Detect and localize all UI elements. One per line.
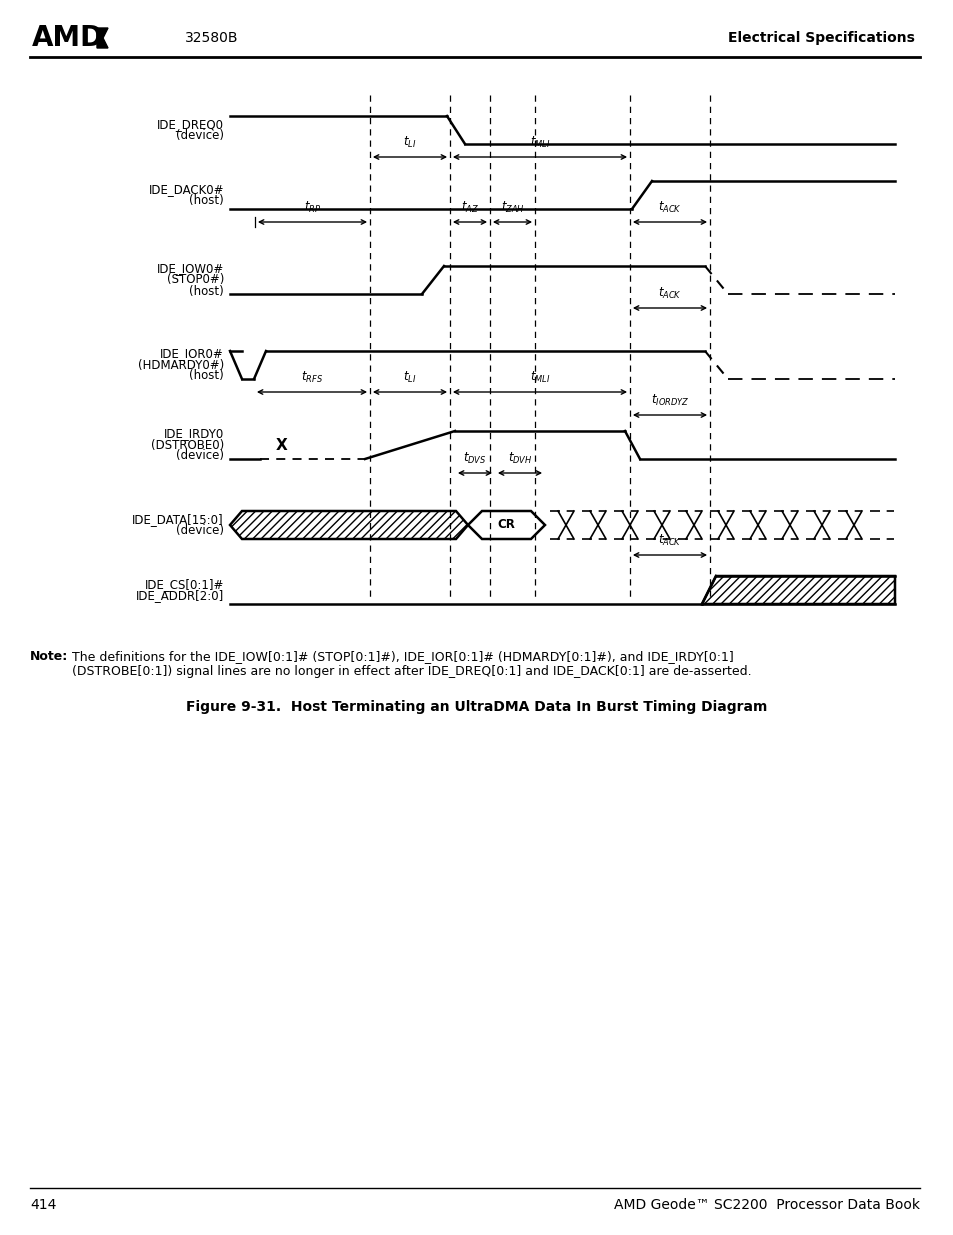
- Text: (device): (device): [175, 128, 224, 142]
- Text: $t_{MLI}$: $t_{MLI}$: [529, 135, 550, 149]
- Text: $t_{ZAH}$: $t_{ZAH}$: [500, 200, 524, 215]
- Text: Note:: Note:: [30, 650, 69, 663]
- Text: IDE_CS[0:1]#: IDE_CS[0:1]#: [145, 578, 224, 592]
- Text: $t_{LI}$: $t_{LI}$: [403, 135, 416, 149]
- Text: AMD Geode™ SC2200  Processor Data Book: AMD Geode™ SC2200 Processor Data Book: [614, 1198, 919, 1212]
- Text: (device): (device): [175, 450, 224, 462]
- Polygon shape: [701, 576, 894, 604]
- Text: The definitions for the IDE_IOW[0:1]# (STOP[0:1]#), IDE_IOR[0:1]# (HDMARDY[0:1]#: The definitions for the IDE_IOW[0:1]# (S…: [71, 650, 733, 663]
- Text: 32580B: 32580B: [185, 31, 238, 44]
- Text: IDE_IRDY0: IDE_IRDY0: [164, 427, 224, 441]
- Text: AMD: AMD: [32, 23, 104, 52]
- Text: Figure 9-31.  Host Terminating an UltraDMA Data In Burst Timing Diagram: Figure 9-31. Host Terminating an UltraDM…: [186, 700, 767, 714]
- Text: $t_{IORDYZ}$: $t_{IORDYZ}$: [650, 393, 688, 408]
- Text: $t_{LI}$: $t_{LI}$: [403, 370, 416, 385]
- Polygon shape: [468, 511, 544, 538]
- Text: (host): (host): [189, 194, 224, 207]
- Text: (STOP0#): (STOP0#): [167, 273, 224, 287]
- Text: IDE_IOR0#: IDE_IOR0#: [160, 347, 224, 361]
- Text: $t_{RFS}$: $t_{RFS}$: [301, 370, 323, 385]
- Text: IDE_IOW0#: IDE_IOW0#: [156, 263, 224, 275]
- Text: $t_{DVH}$: $t_{DVH}$: [507, 451, 532, 466]
- Text: 414: 414: [30, 1198, 56, 1212]
- Text: (host): (host): [189, 369, 224, 383]
- Text: (device): (device): [175, 524, 224, 537]
- Text: (host): (host): [189, 284, 224, 298]
- Text: (HDMARDY0#): (HDMARDY0#): [137, 358, 224, 372]
- Text: (DSTROBE0): (DSTROBE0): [151, 438, 224, 452]
- Text: Electrical Specifications: Electrical Specifications: [727, 31, 914, 44]
- Text: (DSTROBE[0:1]) signal lines are no longer in effect after IDE_DREQ[0:1] and IDE_: (DSTROBE[0:1]) signal lines are no longe…: [71, 664, 751, 678]
- Text: $t_{RP}$: $t_{RP}$: [304, 200, 321, 215]
- Text: X: X: [275, 437, 288, 452]
- Text: IDE_DATA[15:0]: IDE_DATA[15:0]: [132, 513, 224, 526]
- Text: $t_{MLI}$: $t_{MLI}$: [529, 370, 550, 385]
- Text: IDE_DACK0#: IDE_DACK0#: [149, 183, 224, 196]
- Text: $t_{ACK}$: $t_{ACK}$: [658, 200, 681, 215]
- Polygon shape: [230, 511, 468, 538]
- Text: IDE_ADDR[2:0]: IDE_ADDR[2:0]: [135, 589, 224, 601]
- Text: $t_{AZ}$: $t_{AZ}$: [460, 200, 478, 215]
- Text: IDE_DREQ0: IDE_DREQ0: [157, 119, 224, 131]
- Text: CR: CR: [497, 517, 515, 531]
- Polygon shape: [97, 28, 108, 48]
- Text: $t_{ACK}$: $t_{ACK}$: [658, 532, 681, 548]
- Text: $t_{ACK}$: $t_{ACK}$: [658, 285, 681, 301]
- Text: $t_{DVS}$: $t_{DVS}$: [463, 451, 486, 466]
